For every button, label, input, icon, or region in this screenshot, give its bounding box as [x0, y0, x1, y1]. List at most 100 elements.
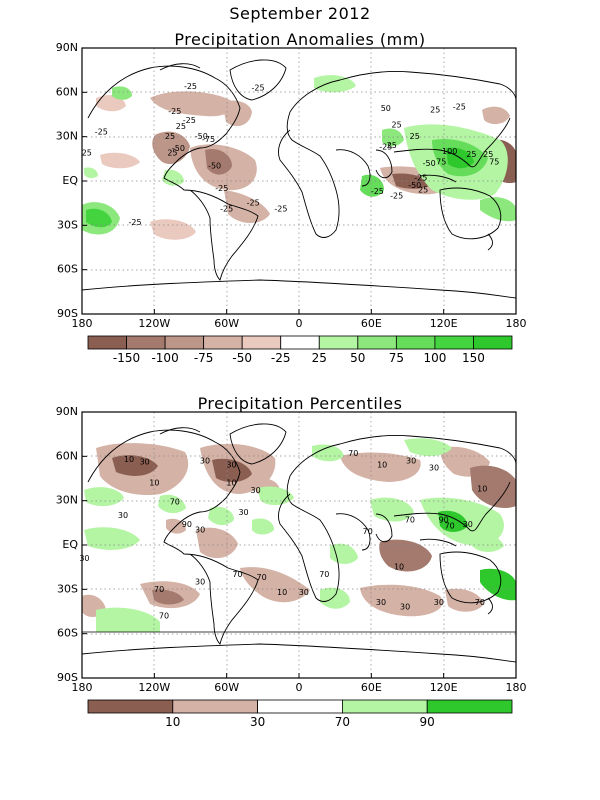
colorbar-label: -150 — [113, 351, 140, 365]
figure-title: September 2012 — [229, 4, 371, 23]
colorbar-label: 70 — [335, 715, 350, 729]
contour-label: -25 — [184, 82, 197, 91]
colorbar-swatch — [164, 335, 205, 350]
contour-label: 25 — [176, 122, 186, 131]
contour-label: 30 — [299, 588, 309, 597]
contour-label: -25 — [371, 187, 384, 196]
colorbar-swatch — [473, 335, 513, 350]
contour-label: -50 — [172, 144, 185, 153]
contour-label: 70 — [154, 585, 164, 594]
contour-label: 30 — [195, 526, 205, 535]
contour-label: 100 — [442, 147, 457, 156]
contour-label: -25 — [183, 116, 196, 125]
contour-label: 70 — [319, 570, 329, 579]
contour-label: -25 — [379, 143, 392, 152]
contour-label: -75 — [202, 135, 215, 144]
contour-label: 10 — [124, 455, 134, 464]
contour-label: -25 — [453, 103, 466, 112]
colorbar-label: 75 — [389, 351, 404, 365]
colorbar-swatch — [241, 335, 282, 350]
anomaly-lat-ticks: 90N 60N 30N EQ 30S 60S 90S — [56, 41, 87, 320]
anomaly-contour-labels: -25-25 -25-252525-25-50-75-5025-5025-25-2… — [82, 82, 500, 227]
colorbar-swatch — [395, 335, 436, 350]
contour-label: 75 — [489, 157, 499, 166]
contour-label: 25 — [430, 106, 440, 115]
contour-label: 90 — [439, 515, 449, 524]
lat-tick-label: 90S — [57, 671, 78, 684]
contour-label: 10 — [394, 563, 404, 572]
contour-label: -25 — [414, 174, 427, 183]
contour-label: -25 — [251, 83, 264, 92]
contour-label: -50 — [423, 159, 436, 168]
contour-label: 75 — [436, 157, 446, 166]
anomaly-colorbar: -150 -100 -75 -50 -25 25 50 75 100 150 — [87, 335, 513, 365]
contour-label: -25 — [247, 199, 260, 208]
colorbar-swatch — [203, 335, 243, 350]
contour-label: 30 — [406, 456, 416, 465]
colorbar-swatch — [357, 335, 397, 350]
contour-label: 70 — [159, 611, 169, 620]
contour-label: 70 — [348, 449, 358, 458]
lon-tick-label: 120W — [138, 317, 170, 330]
colorbar-swatch — [341, 699, 428, 714]
contour-label: 70 — [475, 598, 485, 607]
colorbar-label: 50 — [350, 351, 365, 365]
colorbar-label: 30 — [250, 715, 265, 729]
lon-tick-label: 180 — [72, 681, 93, 694]
contour-label: -50 — [195, 132, 208, 141]
contour-label: 30 — [400, 603, 410, 612]
contour-label: 30 — [251, 486, 261, 495]
percentile-coastlines — [82, 423, 516, 663]
percentile-gridlines — [82, 412, 516, 678]
lat-tick-label: 30S — [57, 218, 78, 231]
lat-tick-label: 60S — [57, 263, 78, 276]
contour-label: 70 — [363, 527, 373, 536]
contour-label: -50 — [208, 162, 221, 171]
contour-label: 50 — [381, 104, 391, 113]
contour-label: 25 — [167, 148, 177, 157]
lon-tick-label: 180 — [72, 317, 93, 330]
lon-tick-label: 0 — [296, 317, 303, 330]
anomaly-lon-ticks: 180 120W 60W 0 60E 120E 180 — [72, 309, 527, 330]
lon-tick-label: 60E — [361, 681, 382, 694]
contour-label: 70 — [232, 570, 242, 579]
anomaly-gridlines — [82, 48, 516, 314]
contour-label: 25 — [483, 150, 493, 159]
contour-label: 10 — [226, 478, 236, 487]
colorbar-label: 150 — [462, 351, 485, 365]
colorbar-swatch — [434, 335, 474, 350]
contour-label: 30 — [434, 598, 444, 607]
lat-tick-label: 90N — [56, 405, 78, 418]
lat-tick-label: 30N — [56, 130, 78, 143]
contour-label: 25 — [387, 141, 397, 150]
contour-label: -25 — [390, 191, 403, 200]
contour-label: -25 — [168, 107, 181, 116]
colorbar-label: 25 — [312, 351, 327, 365]
contour-label: 90 — [182, 520, 192, 529]
contour-label: 25 — [392, 120, 402, 129]
colorbar-swatch — [426, 699, 513, 714]
colorbar-label: 100 — [423, 351, 446, 365]
contour-label: 25 — [410, 132, 420, 141]
panel-2-title: Precipitation Percentiles — [197, 394, 403, 413]
panel-1-title: Precipitation Anomalies (mm) — [174, 30, 426, 49]
colorbar-swatch — [172, 699, 259, 714]
lon-tick-label: 60W — [214, 681, 239, 694]
contour-label: 10 — [477, 484, 487, 493]
colorbar-label: -75 — [194, 351, 214, 365]
contour-label: 30 — [376, 598, 386, 607]
contour-label: 10 — [277, 588, 287, 597]
lat-tick-label: EQ — [62, 174, 78, 187]
contour-label: -25 — [129, 218, 142, 227]
contour-label: 30 — [226, 461, 236, 470]
lat-tick-label: 60N — [56, 449, 78, 462]
colorbar-label: -50 — [232, 351, 252, 365]
contour-label: 10 — [149, 478, 159, 487]
contour-label: 30 — [140, 458, 150, 467]
contour-label: 30 — [238, 508, 248, 517]
anomaly-map: -25-25 -25-252525-25-50-75-5025-5025-25-2… — [56, 41, 527, 365]
lat-tick-label: 60S — [57, 627, 78, 640]
lon-tick-label: 60E — [361, 317, 382, 330]
lon-tick-label: 180 — [506, 317, 527, 330]
